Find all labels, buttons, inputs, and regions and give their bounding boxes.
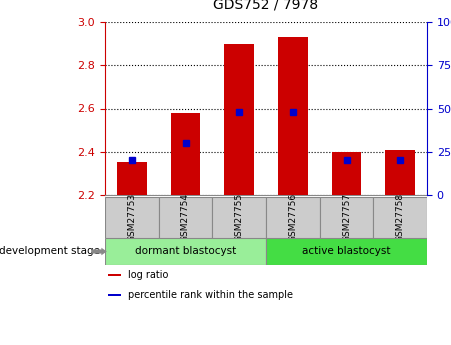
Text: active blastocyst: active blastocyst bbox=[302, 246, 391, 256]
Text: percentile rank within the sample: percentile rank within the sample bbox=[128, 290, 293, 300]
Text: log ratio: log ratio bbox=[128, 270, 168, 280]
Bar bbox=[117, 162, 147, 195]
Bar bbox=[159, 197, 212, 238]
Bar bbox=[108, 274, 121, 276]
Text: GSM27755: GSM27755 bbox=[235, 193, 244, 242]
Text: dormant blastocyst: dormant blastocyst bbox=[135, 246, 236, 256]
Bar bbox=[278, 37, 308, 195]
Text: development stage: development stage bbox=[0, 246, 101, 256]
Bar bbox=[373, 197, 427, 238]
Text: GSM27758: GSM27758 bbox=[396, 193, 405, 242]
Bar bbox=[320, 197, 373, 238]
Bar bbox=[105, 238, 266, 265]
Bar bbox=[212, 197, 266, 238]
Bar bbox=[266, 197, 320, 238]
Bar bbox=[266, 238, 427, 265]
Text: GSM27756: GSM27756 bbox=[288, 193, 297, 242]
Bar bbox=[171, 113, 200, 195]
Bar bbox=[108, 294, 121, 296]
Text: GDS752 / 7978: GDS752 / 7978 bbox=[213, 0, 318, 12]
Bar bbox=[386, 150, 415, 195]
Text: GSM27753: GSM27753 bbox=[127, 193, 136, 242]
Text: GSM27757: GSM27757 bbox=[342, 193, 351, 242]
Bar bbox=[332, 152, 361, 195]
Bar bbox=[225, 43, 254, 195]
Text: GSM27754: GSM27754 bbox=[181, 193, 190, 242]
Bar bbox=[105, 197, 159, 238]
